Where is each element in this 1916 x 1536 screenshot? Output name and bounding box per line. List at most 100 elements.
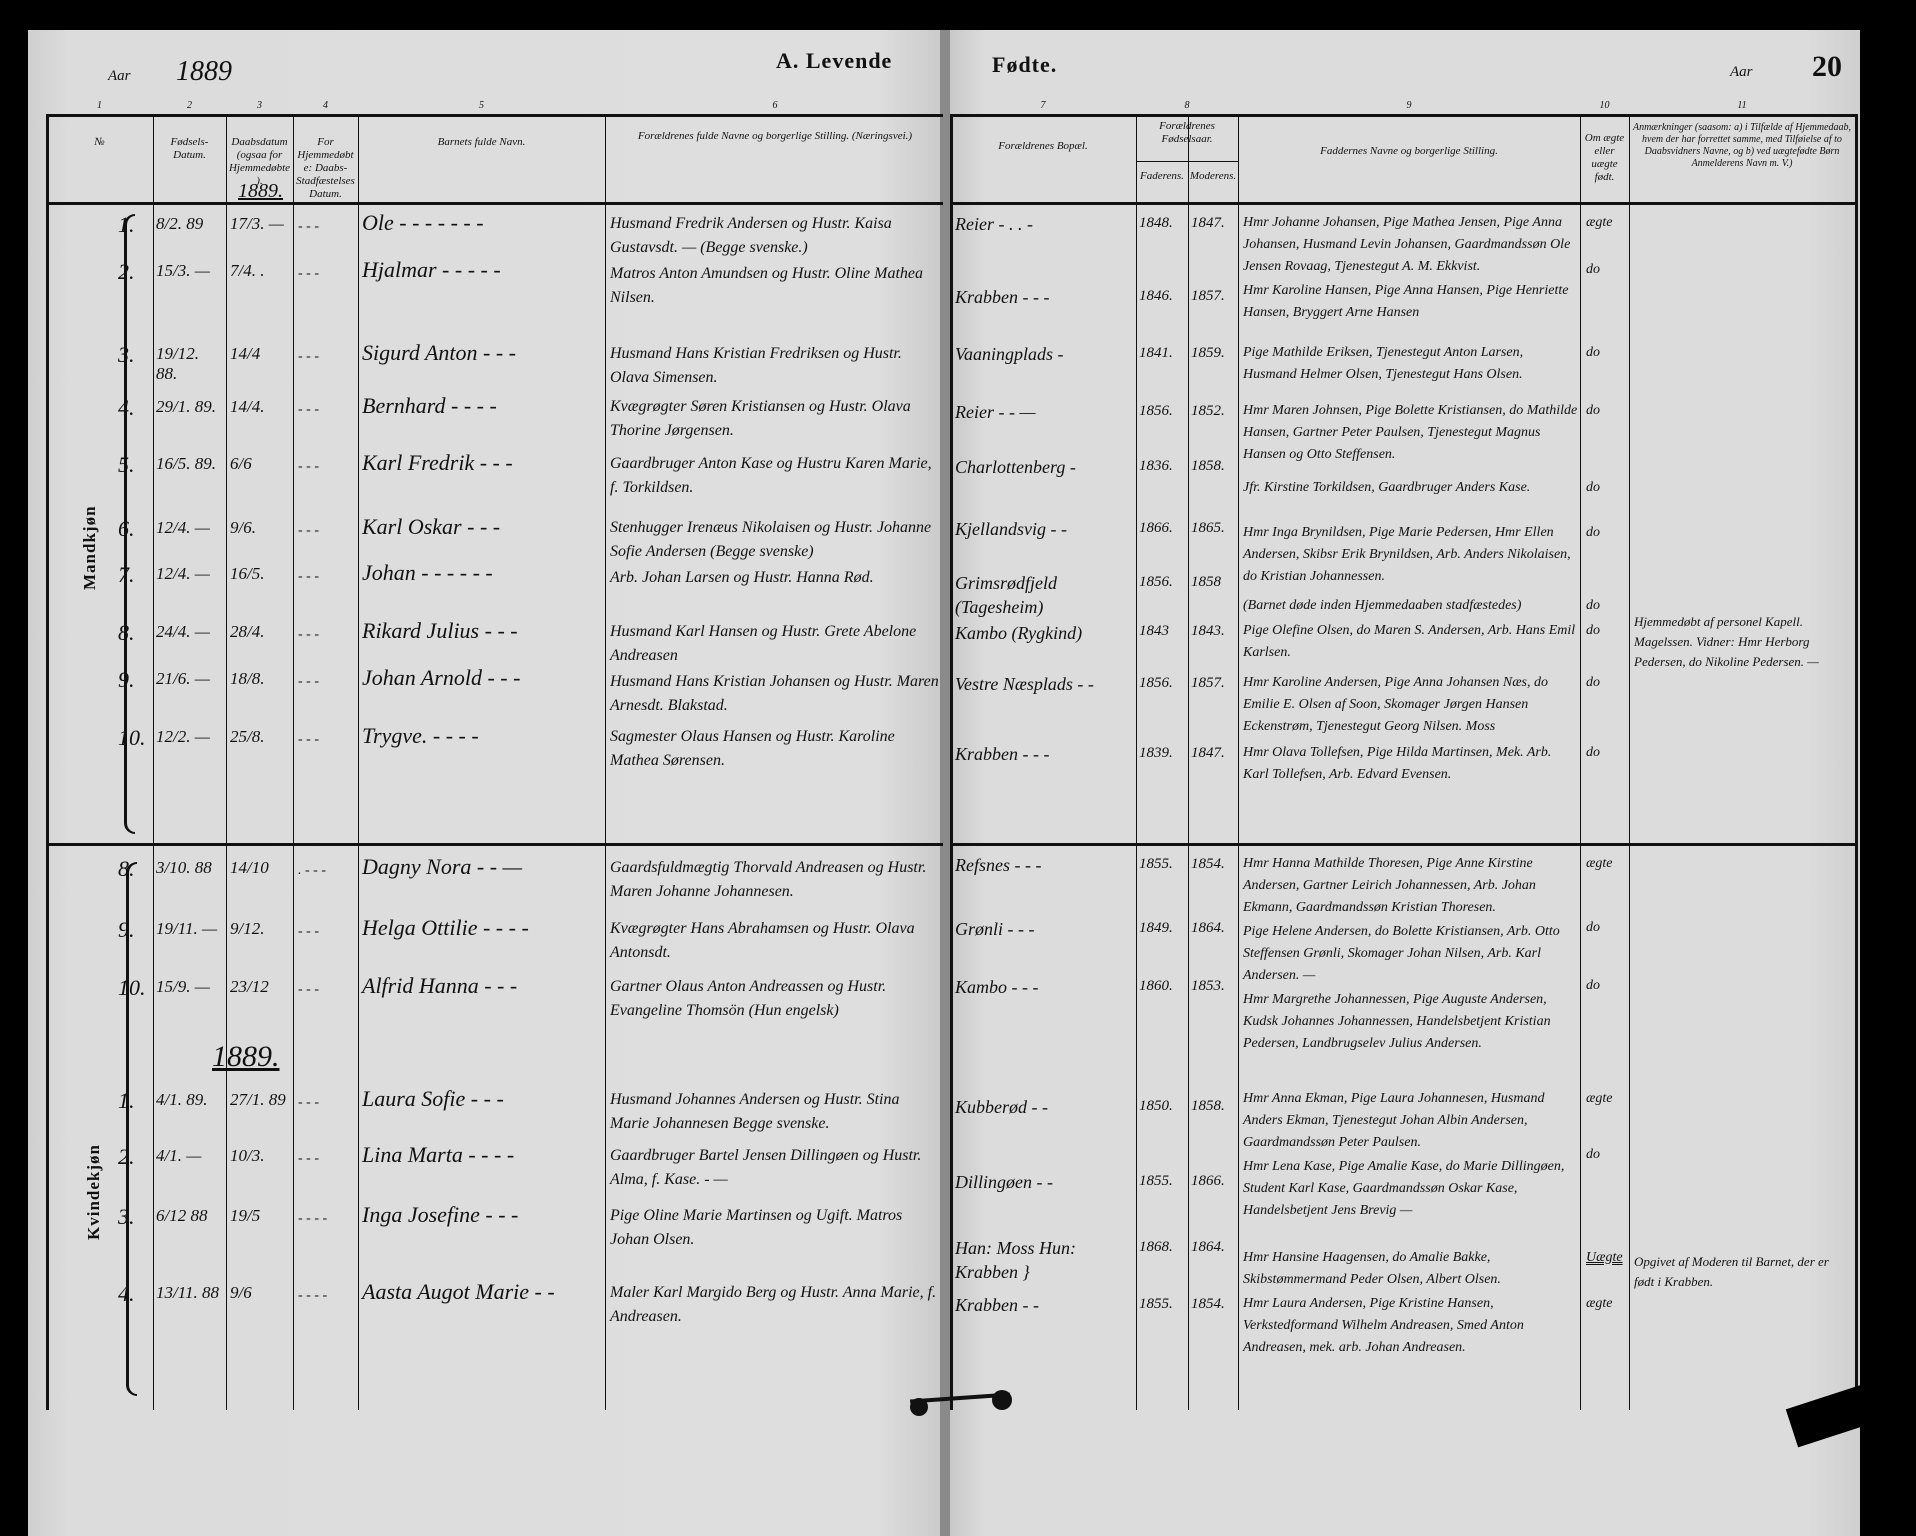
- column-header: For Hjemmedøbte: Daabs-Stadfæstelses Dat…: [296, 136, 355, 200]
- year-value-left: 1889: [176, 56, 232, 87]
- legitimacy-status: do: [1586, 745, 1600, 760]
- parents-names: Sagmester Olaus Hansen og Hustr. Karolin…: [610, 728, 895, 769]
- parents-residence: Reier - . . -: [955, 214, 1033, 234]
- parents-residence: Vestre Næsplads - -: [955, 674, 1094, 694]
- sponsors-names: Hmr Karoline Andersen, Pige Anna Johanse…: [1243, 675, 1549, 734]
- mother-birth-year: 1858: [1191, 574, 1221, 590]
- child-name: Rikard Julius - - -: [362, 618, 518, 643]
- row-rule: [46, 843, 943, 846]
- baptism-date: 7/4. .: [230, 261, 265, 280]
- year-note-female: 1889.: [212, 1040, 280, 1073]
- birth-date: 24/4. —: [156, 622, 210, 641]
- sponsors-names: Pige Mathilde Eriksen, Tjenestegut Anton…: [1243, 345, 1524, 382]
- mother-birth-year: 1853.: [1191, 978, 1225, 994]
- mother-birth-year: 1858.: [1191, 458, 1225, 474]
- baptism-date: 9/6.: [230, 518, 256, 537]
- column-number: 2: [187, 100, 192, 111]
- column-rule: [153, 114, 154, 1410]
- row-rule: [950, 202, 1858, 205]
- parents-names: Husmand Hans Kristian Johansen og Hustr.…: [610, 673, 939, 714]
- column-number: 11: [1737, 100, 1747, 111]
- legitimacy-status: do: [1586, 262, 1600, 277]
- legitimacy-status: ægte: [1586, 856, 1613, 871]
- entry-number: 8.: [118, 620, 135, 645]
- mother-birth-year: 1866.: [1191, 1173, 1225, 1189]
- mother-birth-year: 1857.: [1191, 288, 1225, 304]
- parents-residence: Kambo (Rygkind): [955, 623, 1083, 643]
- confirmation-date: - - -: [298, 1151, 319, 1166]
- mother-birth-year: 1864.: [1191, 920, 1225, 936]
- sponsors-names: Hmr Karoline Hansen, Pige Anna Hansen, P…: [1243, 283, 1569, 320]
- entry-number: 5.: [118, 452, 135, 477]
- sponsors-names: Hmr Inga Brynildsen, Pige Marie Pedersen…: [1243, 525, 1571, 584]
- column-number: 10: [1599, 100, 1610, 111]
- father-birth-year: 1856.: [1139, 574, 1173, 590]
- year-note-top: 1889.: [238, 180, 283, 202]
- column-number: 9: [1406, 100, 1412, 111]
- entry-number: 3.: [118, 342, 135, 367]
- entry-number: 4.: [118, 1281, 135, 1306]
- title-right: Fødte.: [992, 52, 1058, 77]
- child-name: Johan - - - - - -: [362, 560, 493, 585]
- row-rule: [46, 114, 943, 117]
- father-birth-year: 1843: [1139, 623, 1169, 639]
- baptism-date: 19/5: [230, 1206, 261, 1225]
- column-header: Barnets fulde Navn.: [437, 136, 526, 148]
- father-birth-year: 1841.: [1139, 345, 1173, 361]
- column-number: 7: [1040, 100, 1046, 111]
- male-section-brace: [124, 214, 135, 834]
- legitimacy-status: ægte: [1586, 215, 1613, 230]
- birth-date: 29/1. 89.: [156, 397, 216, 416]
- father-birth-year: 1866.: [1139, 520, 1173, 536]
- birth-date: 19/11. —: [156, 919, 218, 938]
- parents-residence: Krabben - - -: [955, 744, 1050, 764]
- parents-names: Kvægrøgter Søren Kristiansen og Hustr. O…: [610, 398, 911, 439]
- father-birth-year: 1855.: [1139, 1173, 1173, 1189]
- confirmation-date: - - -: [298, 674, 319, 689]
- parents-names: Gaardsfuldmægtig Thorvald Andreasen og H…: [610, 859, 927, 900]
- column-header: Forældrenes Bopæl.: [998, 140, 1088, 152]
- parents-residence: Refsnes - - -: [955, 855, 1042, 875]
- birth-date: 3/10. 88: [156, 858, 212, 877]
- confirmation-date: - - -: [298, 523, 319, 538]
- child-name: Hjalmar - - - - -: [362, 257, 501, 282]
- father-birth-year: 1849.: [1139, 920, 1173, 936]
- mother-birth-year: 1858.: [1191, 1098, 1225, 1114]
- parents-names: Arb. Johan Larsen og Hustr. Hanna Rød.: [610, 569, 874, 586]
- parents-names: Husmand Karl Hansen og Hustr. Grete Abel…: [610, 623, 917, 664]
- confirmation-date: - - -: [298, 924, 319, 939]
- mother-birth-year: 1854.: [1191, 1296, 1225, 1312]
- entry-number: 10.: [118, 975, 146, 1000]
- birth-date: 19/12. 88.: [156, 344, 199, 383]
- father-birth-year: 1856.: [1139, 675, 1173, 691]
- confirmation-date: - - -: [298, 569, 319, 584]
- column-header: Anmærkninger (saasom: a) i Tilfælde af H…: [1632, 122, 1852, 169]
- confirmation-date: - - - -: [298, 1288, 328, 1303]
- column-rule: [605, 114, 606, 1410]
- child-name: Alfrid Hanna - - -: [362, 973, 518, 998]
- sponsors-names: Hmr Margrethe Johannessen, Pige Auguste …: [1243, 992, 1551, 1051]
- parents-names: Gartner Olaus Anton Andreassen og Hustr.…: [610, 978, 887, 1019]
- confirmation-date: - - -: [298, 219, 319, 234]
- sponsors-names: Hmr Anna Ekman, Pige Laura Johannesen, H…: [1243, 1091, 1545, 1150]
- parents-residence: Krabben - -: [955, 1295, 1039, 1315]
- left-page: [28, 30, 946, 1536]
- parents-names: Stenhugger Irenæus Nikolaisen og Hustr. …: [610, 519, 932, 560]
- parents-names: Husmand Johannes Andersen og Hustr. Stin…: [610, 1091, 900, 1132]
- birth-date: 15/9. —: [156, 977, 210, 996]
- father-birth-year: 1855.: [1139, 1296, 1173, 1312]
- entry-number: 4.: [118, 395, 135, 420]
- confirmation-date: - - -: [298, 266, 319, 281]
- child-name: Dagny Nora - - —: [362, 854, 523, 879]
- entry-number: 1.: [118, 1088, 135, 1113]
- sponsors-names: Pige Olefine Olsen, do Maren S. Andersen…: [1243, 623, 1576, 660]
- birth-date: 16/5. 89.: [156, 454, 216, 473]
- parents-names: Kvægrøgter Hans Abrahamsen og Hustr. Ola…: [610, 920, 915, 961]
- child-name: Johan Arnold - - -: [362, 665, 521, 690]
- column-rule: [1855, 114, 1858, 1410]
- baptism-date: 28/4.: [230, 622, 265, 641]
- mother-birth-year: 1847.: [1191, 215, 1225, 231]
- confirmation-date: - - -: [298, 349, 319, 364]
- entry-number: 10.: [118, 725, 146, 750]
- legitimacy-status: Uægte: [1586, 1250, 1623, 1265]
